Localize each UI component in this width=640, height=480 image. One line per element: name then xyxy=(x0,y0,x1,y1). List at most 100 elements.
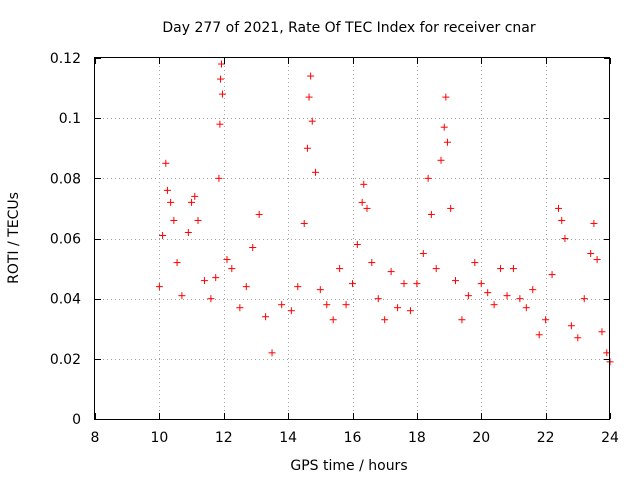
x-tick-label: 14 xyxy=(279,430,297,446)
data-point xyxy=(440,123,448,131)
data-point xyxy=(394,304,402,312)
y-tick-label: 0.02 xyxy=(50,352,81,368)
data-point xyxy=(555,204,562,212)
y-tick-label: 0.08 xyxy=(50,171,81,187)
x-tick-label: 16 xyxy=(344,430,362,446)
x-tick-label: 8 xyxy=(91,430,100,446)
data-point xyxy=(443,138,451,146)
data-point xyxy=(278,301,286,309)
data-point xyxy=(464,292,472,300)
data-point xyxy=(458,316,466,324)
data-point xyxy=(217,75,225,83)
data-point xyxy=(387,268,395,276)
data-point xyxy=(471,259,479,267)
data-point xyxy=(542,316,550,324)
data-point xyxy=(374,295,382,303)
data-point xyxy=(368,259,376,267)
data-point xyxy=(178,292,186,300)
data-point xyxy=(155,283,163,291)
x-tick-label: 18 xyxy=(408,430,426,446)
x-tick-label: 20 xyxy=(472,430,490,446)
data-point xyxy=(191,192,199,200)
data-point xyxy=(349,280,356,288)
data-point xyxy=(200,277,208,285)
data-point xyxy=(311,168,319,176)
data-points xyxy=(155,60,614,366)
x-tick-label: 12 xyxy=(215,430,233,446)
data-point xyxy=(162,159,170,167)
data-point xyxy=(360,180,368,188)
data-point xyxy=(184,228,192,236)
data-point xyxy=(287,307,295,315)
data-point xyxy=(249,244,257,252)
plot-area xyxy=(94,57,614,420)
data-point xyxy=(400,280,408,288)
data-point xyxy=(307,72,315,80)
data-point xyxy=(303,144,311,152)
data-point xyxy=(516,295,524,303)
data-point xyxy=(242,283,250,291)
data-point xyxy=(173,259,181,267)
data-point xyxy=(159,231,167,239)
data-point xyxy=(353,241,361,249)
data-point xyxy=(587,250,595,258)
y-tick-labels: 0 0.02 0.04 0.06 0.08 0.1 0.12 xyxy=(50,51,81,428)
data-point xyxy=(218,90,226,98)
data-point xyxy=(188,198,196,206)
data-point xyxy=(598,328,606,336)
data-point xyxy=(294,283,302,291)
data-point xyxy=(212,274,220,282)
data-point xyxy=(558,216,566,224)
data-point xyxy=(432,265,440,273)
data-point xyxy=(437,156,445,164)
x-tick-label: 24 xyxy=(601,430,619,446)
data-point xyxy=(381,316,389,324)
data-point xyxy=(228,265,236,273)
data-point xyxy=(452,277,459,285)
axis-ticks xyxy=(95,58,611,420)
data-point xyxy=(548,271,556,279)
data-point xyxy=(509,265,517,273)
x-tick-label: 10 xyxy=(150,430,168,446)
data-point xyxy=(590,219,598,227)
data-point xyxy=(323,301,331,309)
data-point xyxy=(342,301,350,309)
data-point xyxy=(427,210,435,218)
data-point xyxy=(477,280,485,288)
y-axis-title: ROTI / TECUs xyxy=(6,192,22,284)
data-point xyxy=(363,204,371,212)
data-point xyxy=(419,250,427,258)
data-point xyxy=(497,265,505,273)
data-point xyxy=(424,174,432,182)
data-point xyxy=(580,295,588,303)
data-point xyxy=(163,186,171,194)
x-tick-label: 22 xyxy=(537,430,555,446)
data-point xyxy=(574,334,582,342)
data-point xyxy=(215,174,223,182)
data-point xyxy=(329,316,337,324)
data-point xyxy=(336,265,344,273)
data-point xyxy=(406,307,414,315)
data-point xyxy=(490,301,498,309)
data-point xyxy=(413,280,421,288)
data-point xyxy=(358,198,366,206)
x-axis-title: GPS time / hours xyxy=(290,458,407,474)
y-tick-label: 0.12 xyxy=(50,51,81,67)
data-point xyxy=(567,322,575,330)
data-point xyxy=(194,216,202,224)
data-point xyxy=(316,286,324,294)
data-point xyxy=(268,349,276,357)
data-point xyxy=(216,120,224,128)
data-point xyxy=(170,216,178,224)
data-point xyxy=(529,286,537,294)
chart-title: Day 277 of 2021, Rate Of TEC Index for r… xyxy=(162,20,536,36)
y-tick-label: 0.1 xyxy=(59,111,81,127)
data-point xyxy=(447,204,455,212)
data-point xyxy=(236,304,244,312)
y-tick-label: 0 xyxy=(72,412,81,428)
data-point xyxy=(255,210,263,218)
data-point xyxy=(442,93,450,101)
data-point xyxy=(484,289,492,297)
data-point xyxy=(207,295,215,303)
